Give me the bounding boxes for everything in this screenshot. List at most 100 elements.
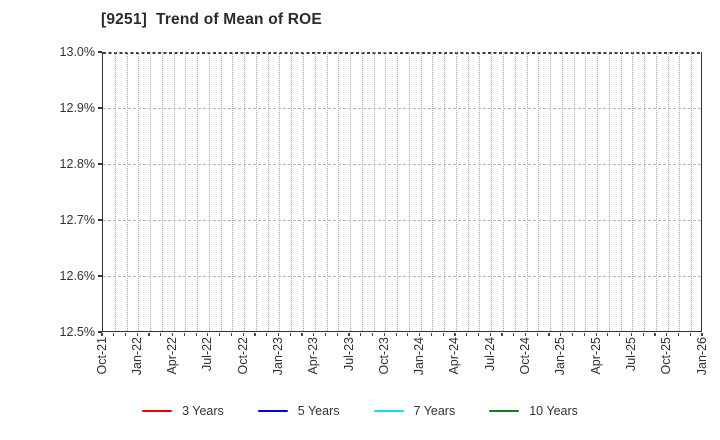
vertical-gridline	[161, 52, 163, 331]
vertical-gridline	[432, 52, 434, 331]
x-tick-mark	[583, 333, 585, 336]
x-tick-label: Oct-25	[659, 337, 674, 375]
vertical-gridline	[255, 52, 257, 331]
vertical-gridline	[455, 52, 457, 331]
x-tick-mark	[571, 333, 574, 336]
vertical-gridline	[361, 52, 363, 331]
legend-line-swatch	[489, 409, 520, 413]
x-tick-label: Jul-22	[200, 337, 215, 372]
x-tick-label: Apr-23	[306, 337, 321, 375]
x-tick-label: Jan-24	[412, 337, 427, 376]
vertical-gridline	[326, 52, 328, 331]
x-tick-label: Apr-25	[588, 337, 603, 375]
legend: 3 Years 5 Years 7 Years 10 Years	[0, 404, 720, 418]
vertical-gridline	[467, 52, 469, 331]
legend-line-swatch	[257, 409, 288, 413]
x-tick-label: Jul-23	[341, 337, 356, 372]
y-tick-label: 12.7%	[59, 212, 95, 227]
x-tick-mark	[183, 333, 185, 336]
x-tick-mark	[219, 333, 221, 336]
vertical-gridline	[338, 52, 340, 331]
vertical-gridline	[585, 52, 587, 331]
vertical-gridline	[314, 52, 316, 331]
x-tick-mark	[195, 333, 197, 336]
vertical-gridline	[644, 52, 646, 331]
x-tick-label: Oct-23	[376, 337, 391, 375]
vertical-gridline	[279, 52, 281, 331]
x-tick-mark	[666, 333, 668, 336]
legend-label: 3 Years	[182, 404, 224, 418]
vertical-gridline	[173, 52, 175, 331]
vertical-gridline	[350, 52, 352, 331]
vertical-gridline	[444, 52, 446, 331]
legend-label: 10 Years	[529, 404, 578, 418]
x-tick-mark	[242, 333, 244, 336]
x-tick-mark	[501, 333, 503, 336]
x-tick-mark	[360, 333, 362, 336]
y-tick-mark	[98, 331, 102, 333]
x-tick-mark	[536, 333, 538, 336]
x-tick-mark	[560, 333, 562, 336]
x-tick-mark	[630, 333, 632, 336]
vertical-gridline	[526, 52, 528, 331]
vertical-gridline	[267, 52, 269, 331]
x-tick-mark	[289, 333, 291, 336]
vertical-gridline	[479, 52, 481, 331]
vertical-gridline	[514, 52, 516, 331]
x-tick-mark	[230, 333, 232, 336]
y-tick-mark	[98, 107, 102, 109]
x-tick-mark	[454, 333, 456, 336]
x-tick-mark	[313, 333, 315, 336]
vertical-gridline	[420, 52, 422, 331]
y-tick-mark	[98, 219, 102, 221]
x-tick-mark	[371, 333, 374, 336]
x-tick-mark	[301, 333, 303, 336]
horizontal-gridline	[103, 108, 701, 109]
vertical-gridline	[126, 52, 128, 331]
x-tick-mark	[148, 333, 150, 336]
legend-label: 5 Years	[297, 404, 340, 418]
y-tick-label: 13.0%	[59, 44, 95, 59]
horizontal-gridline	[103, 164, 701, 165]
plot-area	[102, 52, 702, 332]
vertical-gridline	[114, 52, 116, 331]
vertical-gridline	[220, 52, 222, 331]
x-tick-mark	[477, 333, 480, 336]
vertical-gridline	[491, 52, 493, 331]
legend-line-swatch	[373, 409, 404, 413]
vertical-gridline	[385, 52, 387, 331]
legend-label: 7 Years	[413, 404, 456, 418]
horizontal-gridline	[103, 220, 701, 221]
vertical-gridline	[655, 52, 657, 331]
x-tick-mark	[324, 333, 327, 336]
vertical-gridline	[138, 52, 140, 331]
vertical-gridline	[597, 52, 599, 331]
x-tick-mark	[548, 333, 550, 336]
x-tick-mark	[348, 333, 350, 336]
vertical-gridline	[632, 52, 634, 331]
x-tick-mark	[654, 333, 656, 336]
vertical-gridline	[291, 52, 293, 331]
x-tick-label: Jul-25	[623, 337, 638, 372]
x-tick-label: Oct-24	[518, 337, 533, 375]
x-tick-label: Jan-23	[270, 337, 285, 376]
vertical-gridline	[550, 52, 552, 331]
horizontal-gridline	[103, 276, 701, 277]
x-tick-mark	[430, 333, 432, 336]
x-tick-mark	[677, 333, 680, 336]
y-tick-mark	[98, 275, 102, 277]
vertical-gridline	[667, 52, 669, 331]
x-tick-mark	[419, 333, 421, 336]
x-tick-label: Jul-24	[482, 337, 497, 372]
legend-line-swatch	[142, 409, 173, 413]
y-tick-label: 12.6%	[59, 268, 95, 283]
vertical-gridline	[232, 52, 234, 331]
vertical-gridline	[679, 52, 681, 331]
vertical-gridline	[303, 52, 304, 331]
vertical-gridline	[608, 52, 610, 331]
x-tick-mark	[207, 333, 209, 336]
legend-item-10-years: 10 Years	[489, 404, 578, 418]
x-tick-mark	[136, 333, 138, 336]
x-tick-mark	[277, 333, 280, 336]
x-tick-label: Apr-22	[165, 337, 180, 375]
